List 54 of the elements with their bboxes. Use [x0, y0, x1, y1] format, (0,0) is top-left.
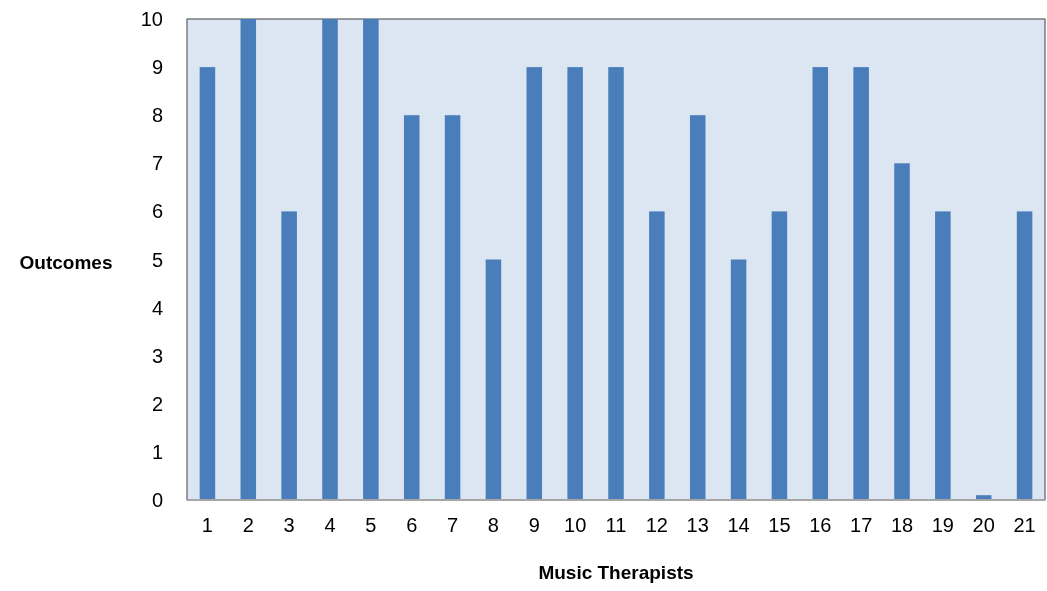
y-tick-label: 3 [151, 344, 163, 367]
y-tick-label: 8 [151, 104, 163, 127]
bar [322, 19, 338, 500]
x-tick-label: 17 [850, 514, 873, 536]
x-tick-label: 13 [686, 514, 709, 536]
y-axis-title: Outcomes [19, 252, 113, 273]
x-tick-label: 14 [727, 514, 750, 536]
y-tick-label: 7 [151, 152, 163, 175]
x-tick-label: 12 [645, 514, 668, 536]
y-tick-label: 2 [151, 392, 163, 415]
y-tick-label: 6 [151, 200, 163, 223]
bar [403, 115, 420, 500]
y-tick-label: 9 [151, 56, 163, 79]
bar [771, 211, 788, 500]
bar [730, 259, 747, 500]
y-tick-label: 10 [140, 8, 163, 30]
x-tick-label: 20 [972, 514, 995, 536]
bar [812, 67, 829, 500]
x-tick-label: 10 [564, 514, 587, 536]
x-tick-label: 2 [242, 514, 254, 536]
y-tick-label: 1 [151, 440, 163, 463]
bar [1016, 211, 1033, 500]
bar [240, 19, 257, 500]
y-tick-label: 4 [151, 296, 163, 319]
x-tick-label: 8 [487, 514, 499, 536]
bar [689, 115, 706, 500]
x-tick-label: 6 [406, 514, 418, 536]
x-tick-label: 1 [201, 514, 213, 536]
x-tick-label: 5 [365, 514, 377, 536]
bar [608, 67, 624, 500]
x-tick-label: 21 [1013, 514, 1036, 536]
x-tick-label: 3 [283, 514, 295, 536]
x-axis-title: Music Therapists [538, 562, 694, 583]
bar [894, 163, 910, 500]
x-tick-label: 15 [768, 514, 791, 536]
x-tick-label: 18 [890, 514, 914, 536]
y-tick-label: 5 [151, 248, 163, 271]
bar [853, 67, 869, 500]
y-tick-label: 0 [151, 489, 163, 511]
bar [444, 115, 461, 500]
bar [363, 19, 379, 500]
bar [485, 259, 502, 500]
x-tick-label: 19 [931, 514, 954, 536]
x-tick-label: 7 [447, 514, 459, 536]
x-tick-label: 16 [809, 514, 832, 536]
x-tick-label: 11 [605, 514, 627, 536]
bar [526, 67, 543, 500]
bar [281, 211, 297, 500]
bar [649, 211, 665, 500]
bar [199, 67, 216, 500]
x-tick-label: 4 [324, 514, 336, 536]
bar [567, 67, 583, 500]
x-tick-label: 9 [528, 514, 540, 536]
bar [935, 211, 951, 500]
